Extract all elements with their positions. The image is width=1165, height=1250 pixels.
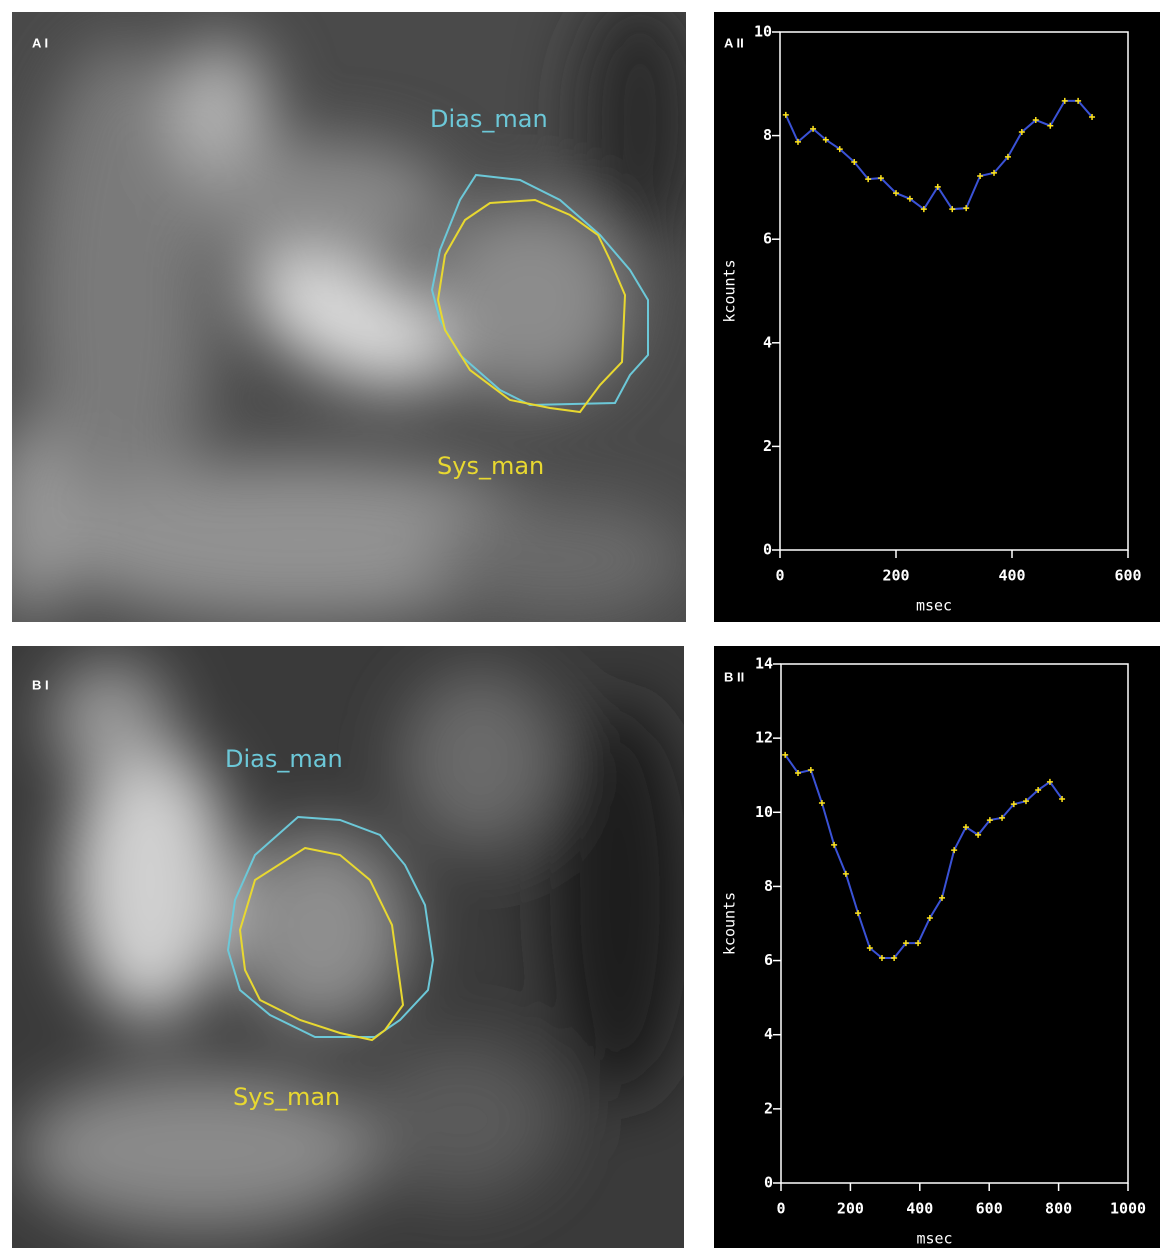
data-point — [822, 136, 829, 143]
y-tick-label: 6 — [763, 230, 772, 248]
data-point — [1032, 117, 1039, 124]
data-point — [939, 894, 946, 901]
x-tick-label: 1000 — [1110, 1200, 1146, 1218]
y-axis-label: kcounts — [721, 259, 739, 322]
y-tick-label: 2 — [763, 437, 772, 455]
data-point — [1010, 801, 1017, 808]
y-tick-label: 8 — [763, 126, 772, 144]
y-axis-label: kcounts — [721, 892, 739, 955]
data-point — [810, 125, 817, 132]
data-point — [906, 195, 913, 202]
y-tick-label: 2 — [764, 1099, 773, 1117]
panel-label: B I — [32, 677, 49, 692]
plot-frame — [779, 31, 1129, 551]
data-point — [795, 769, 802, 776]
data-point — [893, 190, 899, 197]
data-point — [842, 870, 849, 877]
data-point — [891, 954, 898, 961]
data-point — [807, 767, 814, 774]
data-point — [991, 169, 998, 176]
y-tick-label: 14 — [755, 655, 773, 673]
data-point — [782, 111, 789, 118]
x-tick-label: 400 — [998, 567, 1025, 585]
data-point — [1047, 122, 1054, 129]
x-tick-label: 200 — [837, 1200, 864, 1218]
contour-label: Dias_man — [430, 105, 548, 133]
y-tick-label: 0 — [763, 541, 772, 559]
data-point — [794, 138, 801, 145]
chart-background — [714, 12, 1160, 622]
data-point — [975, 831, 982, 838]
data-point — [999, 814, 1006, 821]
data-point — [951, 847, 958, 854]
y-tick-label: 0 — [764, 1174, 773, 1192]
data-point — [866, 944, 873, 951]
x-tick-label: 800 — [1045, 1200, 1072, 1218]
x-tick-label: 600 — [976, 1200, 1003, 1218]
x-tick-label: 0 — [776, 1200, 785, 1218]
data-point — [836, 146, 843, 153]
contour-label: Sys_man — [233, 1083, 340, 1111]
panel-label: B II — [724, 669, 744, 684]
data-point — [865, 176, 872, 183]
data-point — [1035, 787, 1042, 794]
data-point — [818, 800, 825, 807]
x-tick-label: 200 — [882, 567, 909, 585]
data-point — [934, 183, 941, 190]
data-point — [851, 159, 858, 166]
y-tick-label: 6 — [764, 951, 773, 969]
x-axis-label: msec — [916, 1230, 952, 1248]
plot-frame — [780, 663, 1129, 1184]
data-point — [915, 940, 922, 947]
data-point — [831, 841, 838, 848]
data-point — [962, 824, 969, 831]
y-tick-label: 10 — [755, 803, 773, 821]
panel-label: A I — [32, 35, 48, 50]
data-point — [977, 173, 984, 180]
y-tick-label: 4 — [764, 1025, 773, 1043]
data-point — [877, 175, 884, 182]
data-point — [1018, 128, 1025, 135]
data-point — [878, 954, 885, 961]
data-point — [1004, 153, 1011, 160]
data-point — [1046, 778, 1053, 785]
data-point — [1059, 795, 1066, 802]
data-point — [902, 940, 909, 947]
data-point — [1089, 113, 1096, 120]
x-tick-label: 400 — [906, 1200, 933, 1218]
y-tick-label: 12 — [755, 729, 773, 747]
x-tick-label: 0 — [775, 567, 784, 585]
x-axis-label: msec — [916, 597, 952, 615]
image-a — [12, 12, 686, 622]
data-point — [1061, 97, 1068, 104]
chart-background — [714, 646, 1160, 1248]
y-tick-label: 10 — [754, 23, 772, 41]
data-point — [782, 751, 789, 758]
panel-label: A II — [724, 35, 744, 50]
data-point — [963, 205, 970, 212]
data-point — [1022, 798, 1029, 805]
data-point — [1075, 97, 1082, 104]
x-tick-label: 600 — [1114, 567, 1141, 585]
y-tick-label: 8 — [764, 877, 773, 895]
data-point — [920, 206, 927, 213]
data-point — [926, 914, 933, 921]
image-b — [12, 646, 684, 1248]
y-tick-label: 4 — [763, 333, 772, 351]
contour-label: Dias_man — [225, 745, 343, 773]
data-point — [855, 910, 862, 917]
contour-label: Sys_man — [437, 452, 544, 480]
data-point — [986, 817, 993, 824]
data-point — [949, 206, 956, 213]
